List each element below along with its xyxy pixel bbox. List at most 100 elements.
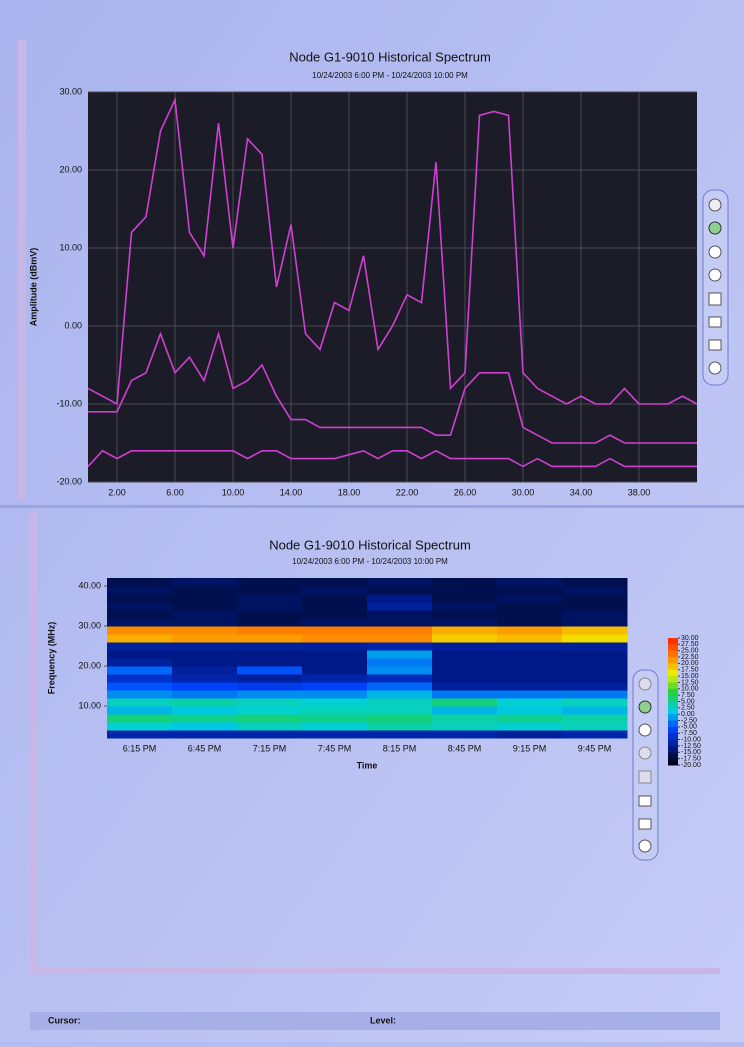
colorbar-segment	[668, 714, 678, 722]
heatmap-cell	[432, 698, 498, 707]
toolbar-frame	[702, 189, 729, 386]
heatmap-cell	[497, 610, 563, 619]
heatmap-cell	[497, 586, 563, 595]
colorbar-label: 12.50	[681, 679, 699, 686]
heatmap-cell	[107, 650, 173, 659]
heatmap-cell	[367, 730, 433, 739]
heatmap-cell	[237, 674, 303, 683]
tool-button[interactable]	[708, 361, 722, 375]
tool-button[interactable]	[708, 221, 722, 235]
x-tick-label: 6:15 PM	[123, 743, 157, 753]
heatmap-cell	[302, 706, 368, 715]
x-tick-label: 8:15 PM	[383, 743, 417, 753]
heatmap-cell	[237, 610, 303, 619]
heatmap-cell	[172, 618, 238, 627]
heatmap-cell	[497, 714, 563, 723]
x-axis-title: Time	[357, 760, 378, 770]
colorbar-segment	[668, 752, 678, 760]
colorbar-label: 20.00	[681, 660, 699, 667]
heatmap-cell	[367, 578, 433, 587]
colorbar-label: 0.00	[681, 711, 695, 718]
tool-button[interactable]	[638, 723, 652, 737]
heatmap-cell	[562, 650, 628, 659]
heatmap-cell	[432, 626, 498, 635]
heatmap-cell	[432, 618, 498, 627]
colorbar-segment	[668, 676, 678, 683]
heatmap-cell	[367, 594, 433, 603]
heatmap-cell	[237, 626, 303, 635]
heatmap-cell	[432, 706, 498, 715]
y-axis-title: Frequency (MHz)	[46, 622, 56, 695]
colorbar-segment	[668, 688, 678, 696]
heatmap-cell	[107, 642, 173, 651]
heatmap-cell	[302, 658, 368, 667]
heatmap-cell	[302, 730, 368, 739]
x-tick-label: 26.00	[454, 487, 477, 497]
colorbar-label: 25.00	[681, 648, 699, 655]
tool-button[interactable]	[708, 245, 722, 259]
tool-button[interactable]	[708, 292, 722, 306]
heatmap-cell	[172, 682, 238, 691]
heatmap-cell	[562, 578, 628, 587]
heatmap-cell	[107, 586, 173, 595]
heatmap-cell	[172, 610, 238, 619]
heatmap-cell	[107, 594, 173, 603]
tool-button[interactable]	[638, 700, 652, 714]
toolbar-frame	[632, 669, 659, 861]
heatmap-cell	[562, 618, 628, 627]
heatmap-cell	[172, 634, 238, 643]
colorbar-segment	[668, 745, 678, 753]
heatmap-cell	[302, 682, 368, 691]
tool-button[interactable]	[638, 770, 652, 784]
status-label: Level:	[370, 1015, 396, 1025]
x-tick-label: 9:45 PM	[578, 743, 612, 753]
tool-button[interactable]	[708, 268, 722, 282]
panel-edge	[18, 40, 26, 500]
heatmap-cell	[302, 594, 368, 603]
heatmap-cell	[432, 578, 498, 587]
heatmap-cell	[562, 730, 628, 739]
heatmap-cell	[172, 666, 238, 675]
x-tick-label: 7:15 PM	[253, 743, 287, 753]
heatmap-cell	[172, 698, 238, 707]
heatmap-cell	[432, 586, 498, 595]
heatmap-cell	[107, 626, 173, 635]
tool-button[interactable]	[638, 746, 652, 760]
heatmap-cell	[497, 666, 563, 675]
tool-button[interactable]	[708, 339, 722, 351]
tool-button[interactable]	[638, 839, 652, 853]
colorbar-label: 17.50	[681, 667, 699, 674]
heatmap-cell	[172, 690, 238, 699]
chart-title: Node G1-9010 Historical Spectrum	[269, 537, 471, 552]
heatmap-cell	[432, 634, 498, 643]
x-tick-label: 8:45 PM	[448, 743, 482, 753]
chart-subtitle: 10/24/2003 6:00 PM - 10/24/2003 10:00 PM	[292, 557, 448, 566]
heatmap-cell	[172, 586, 238, 595]
y-tick-label: 30.00	[59, 86, 82, 96]
heatmap-cell	[432, 602, 498, 611]
panel-edge	[30, 512, 38, 972]
heatmap-cell	[432, 714, 498, 723]
heatmap-cell	[562, 722, 628, 731]
y-tick-label: 20.00	[59, 164, 82, 174]
heatmap-cell	[302, 626, 368, 635]
tool-button[interactable]	[638, 677, 652, 691]
tool-button[interactable]	[638, 818, 652, 830]
colorbar-label: -10.00	[681, 736, 701, 743]
x-tick-label: 30.00	[512, 487, 535, 497]
heatmap-cell	[302, 650, 368, 659]
heatmap-cell	[237, 594, 303, 603]
heatmap-cell	[107, 698, 173, 707]
tool-button[interactable]	[708, 316, 722, 328]
tool-button[interactable]	[708, 198, 722, 212]
heatmap-cell	[172, 602, 238, 611]
heatmap-cell	[172, 642, 238, 651]
heatmap-cell	[302, 586, 368, 595]
heatmap-cell	[172, 626, 238, 635]
status-label: Cursor:	[48, 1015, 81, 1025]
heatmap-cell	[497, 658, 563, 667]
heatmap-cell	[562, 626, 628, 635]
heatmap-cell	[432, 658, 498, 667]
tool-button[interactable]	[638, 795, 652, 807]
